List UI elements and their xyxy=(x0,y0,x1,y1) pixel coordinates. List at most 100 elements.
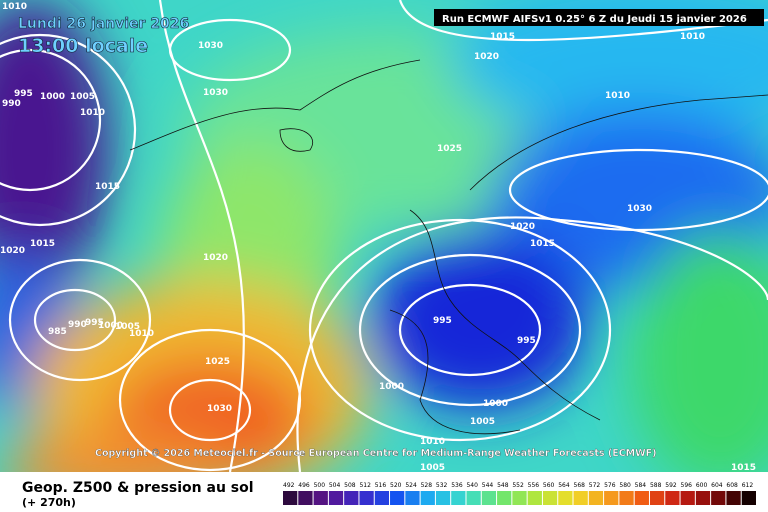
isobar-label: 1020 xyxy=(0,246,25,256)
legend-swatch xyxy=(390,491,405,505)
copyright: Copyright © 2026 Meteociel.fr - Source E… xyxy=(95,448,656,459)
legend: 492 496 500 504 508 512 516 520 524 528 532 536 540 5… xyxy=(283,482,756,505)
run-info: Run ECMWF AIFSv1 0.25° 6 Z du Jeudi 15 j… xyxy=(442,14,747,25)
legend-swatch xyxy=(665,491,680,505)
legend-swatch xyxy=(359,491,374,505)
footer-lead: (+ 270h) xyxy=(22,496,76,509)
time: 13:00 locale xyxy=(18,35,148,57)
isobar-label: 1010 xyxy=(680,32,705,42)
legend-swatch xyxy=(466,491,481,505)
legend-label: 612 xyxy=(742,482,754,489)
isobar-label: 995 xyxy=(85,318,104,328)
legend-label: 568 xyxy=(574,482,586,489)
legend-label: 516 xyxy=(375,482,387,489)
legend-swatch xyxy=(695,491,711,505)
legend-label: 604 xyxy=(711,482,723,489)
isobar-label: 1030 xyxy=(198,41,223,51)
legend-label: 608 xyxy=(726,482,738,489)
legend-label: 560 xyxy=(543,482,555,489)
isobar-label: 995 xyxy=(433,316,452,326)
legend-swatch xyxy=(726,491,741,505)
isobar-label: 1005 xyxy=(470,417,495,427)
isobar-label: 1020 xyxy=(510,222,535,232)
legend-swatch xyxy=(313,491,328,505)
legend-label: 532 xyxy=(436,482,448,489)
legend-swatch xyxy=(619,491,634,505)
footer-title: Geop. Z500 & pression au sol xyxy=(22,480,254,496)
isobar-label: 1025 xyxy=(437,144,462,154)
isobar-label: 1015 xyxy=(731,463,756,473)
legend-label: 580 xyxy=(619,482,631,489)
legend-label: 576 xyxy=(604,482,616,489)
legend-swatch xyxy=(588,491,604,505)
legend-label: 544 xyxy=(482,482,494,489)
isobar-label: 1005 xyxy=(115,322,140,332)
legend-label: 600 xyxy=(696,482,708,489)
isobar-label: 990 xyxy=(2,99,21,109)
legend-label: 584 xyxy=(635,482,647,489)
run-box xyxy=(434,9,764,26)
legend-label: 548 xyxy=(497,482,509,489)
isobar-label: 1030 xyxy=(627,204,652,214)
legend-label: 592 xyxy=(665,482,677,489)
date: Lundi 26 janvier 2026 xyxy=(18,16,189,32)
isobar-label: 1015 xyxy=(530,239,555,249)
legend-label: 508 xyxy=(344,482,356,489)
isobar-label: 1000 xyxy=(98,321,123,331)
legend-swatch xyxy=(680,491,695,505)
isobar-label: 1015 xyxy=(30,239,55,249)
legend-swatch xyxy=(741,491,756,505)
legend-label: 596 xyxy=(681,482,693,489)
isobar-label: 1000 xyxy=(40,92,65,102)
legend-label: 540 xyxy=(466,482,478,489)
legend-swatch xyxy=(435,491,451,505)
legend-swatch xyxy=(542,491,558,505)
legend-label: 536 xyxy=(451,482,463,489)
legend-label: 524 xyxy=(405,482,417,489)
legend-label: 496 xyxy=(298,482,310,489)
legend-swatch xyxy=(649,491,665,505)
legend-swatch xyxy=(558,491,573,505)
legend-label: 552 xyxy=(512,482,524,489)
legend-swatch xyxy=(481,491,497,505)
isobar-label: 1030 xyxy=(207,404,232,414)
isobar-label: 1020 xyxy=(474,52,499,62)
legend-label: 500 xyxy=(314,482,326,489)
isobar-label: 995 xyxy=(14,89,33,99)
legend-label: 556 xyxy=(528,482,540,489)
isobar-label: 990 xyxy=(68,320,87,330)
isobar-label: 1005 xyxy=(70,92,95,102)
legend-swatch xyxy=(604,491,619,505)
legend-label: 564 xyxy=(558,482,570,489)
legend-swatch xyxy=(420,491,435,505)
legend-swatch xyxy=(374,491,390,505)
legend-label: 512 xyxy=(359,482,371,489)
legend-label: 492 xyxy=(283,482,295,489)
isobar-label: 1010 xyxy=(605,91,630,101)
legend-swatch xyxy=(497,491,512,505)
legend-label: 504 xyxy=(329,482,341,489)
legend-swatch xyxy=(711,491,726,505)
legend-swatch xyxy=(344,491,359,505)
isobar-label: 995 xyxy=(517,336,536,346)
isobar-label: 1005 xyxy=(420,463,445,473)
legend-swatch xyxy=(451,491,466,505)
legend-swatch xyxy=(512,491,527,505)
isobar-label: 1010 xyxy=(420,437,445,447)
legend-swatch xyxy=(298,491,313,505)
coastlines xyxy=(129,59,768,435)
isobar-label: 1015 xyxy=(490,32,515,42)
legend-label: 588 xyxy=(650,482,662,489)
isobar-label: 1010 xyxy=(2,2,27,12)
isobar-label: 1010 xyxy=(80,108,105,118)
legend-label: 520 xyxy=(390,482,402,489)
legend-swatch xyxy=(527,491,542,505)
isobar-label: 1000 xyxy=(379,382,404,392)
legend-label: 528 xyxy=(421,482,433,489)
isobar-label: 1010 xyxy=(129,329,154,339)
legend-swatch xyxy=(283,491,298,505)
isobars xyxy=(0,0,768,472)
